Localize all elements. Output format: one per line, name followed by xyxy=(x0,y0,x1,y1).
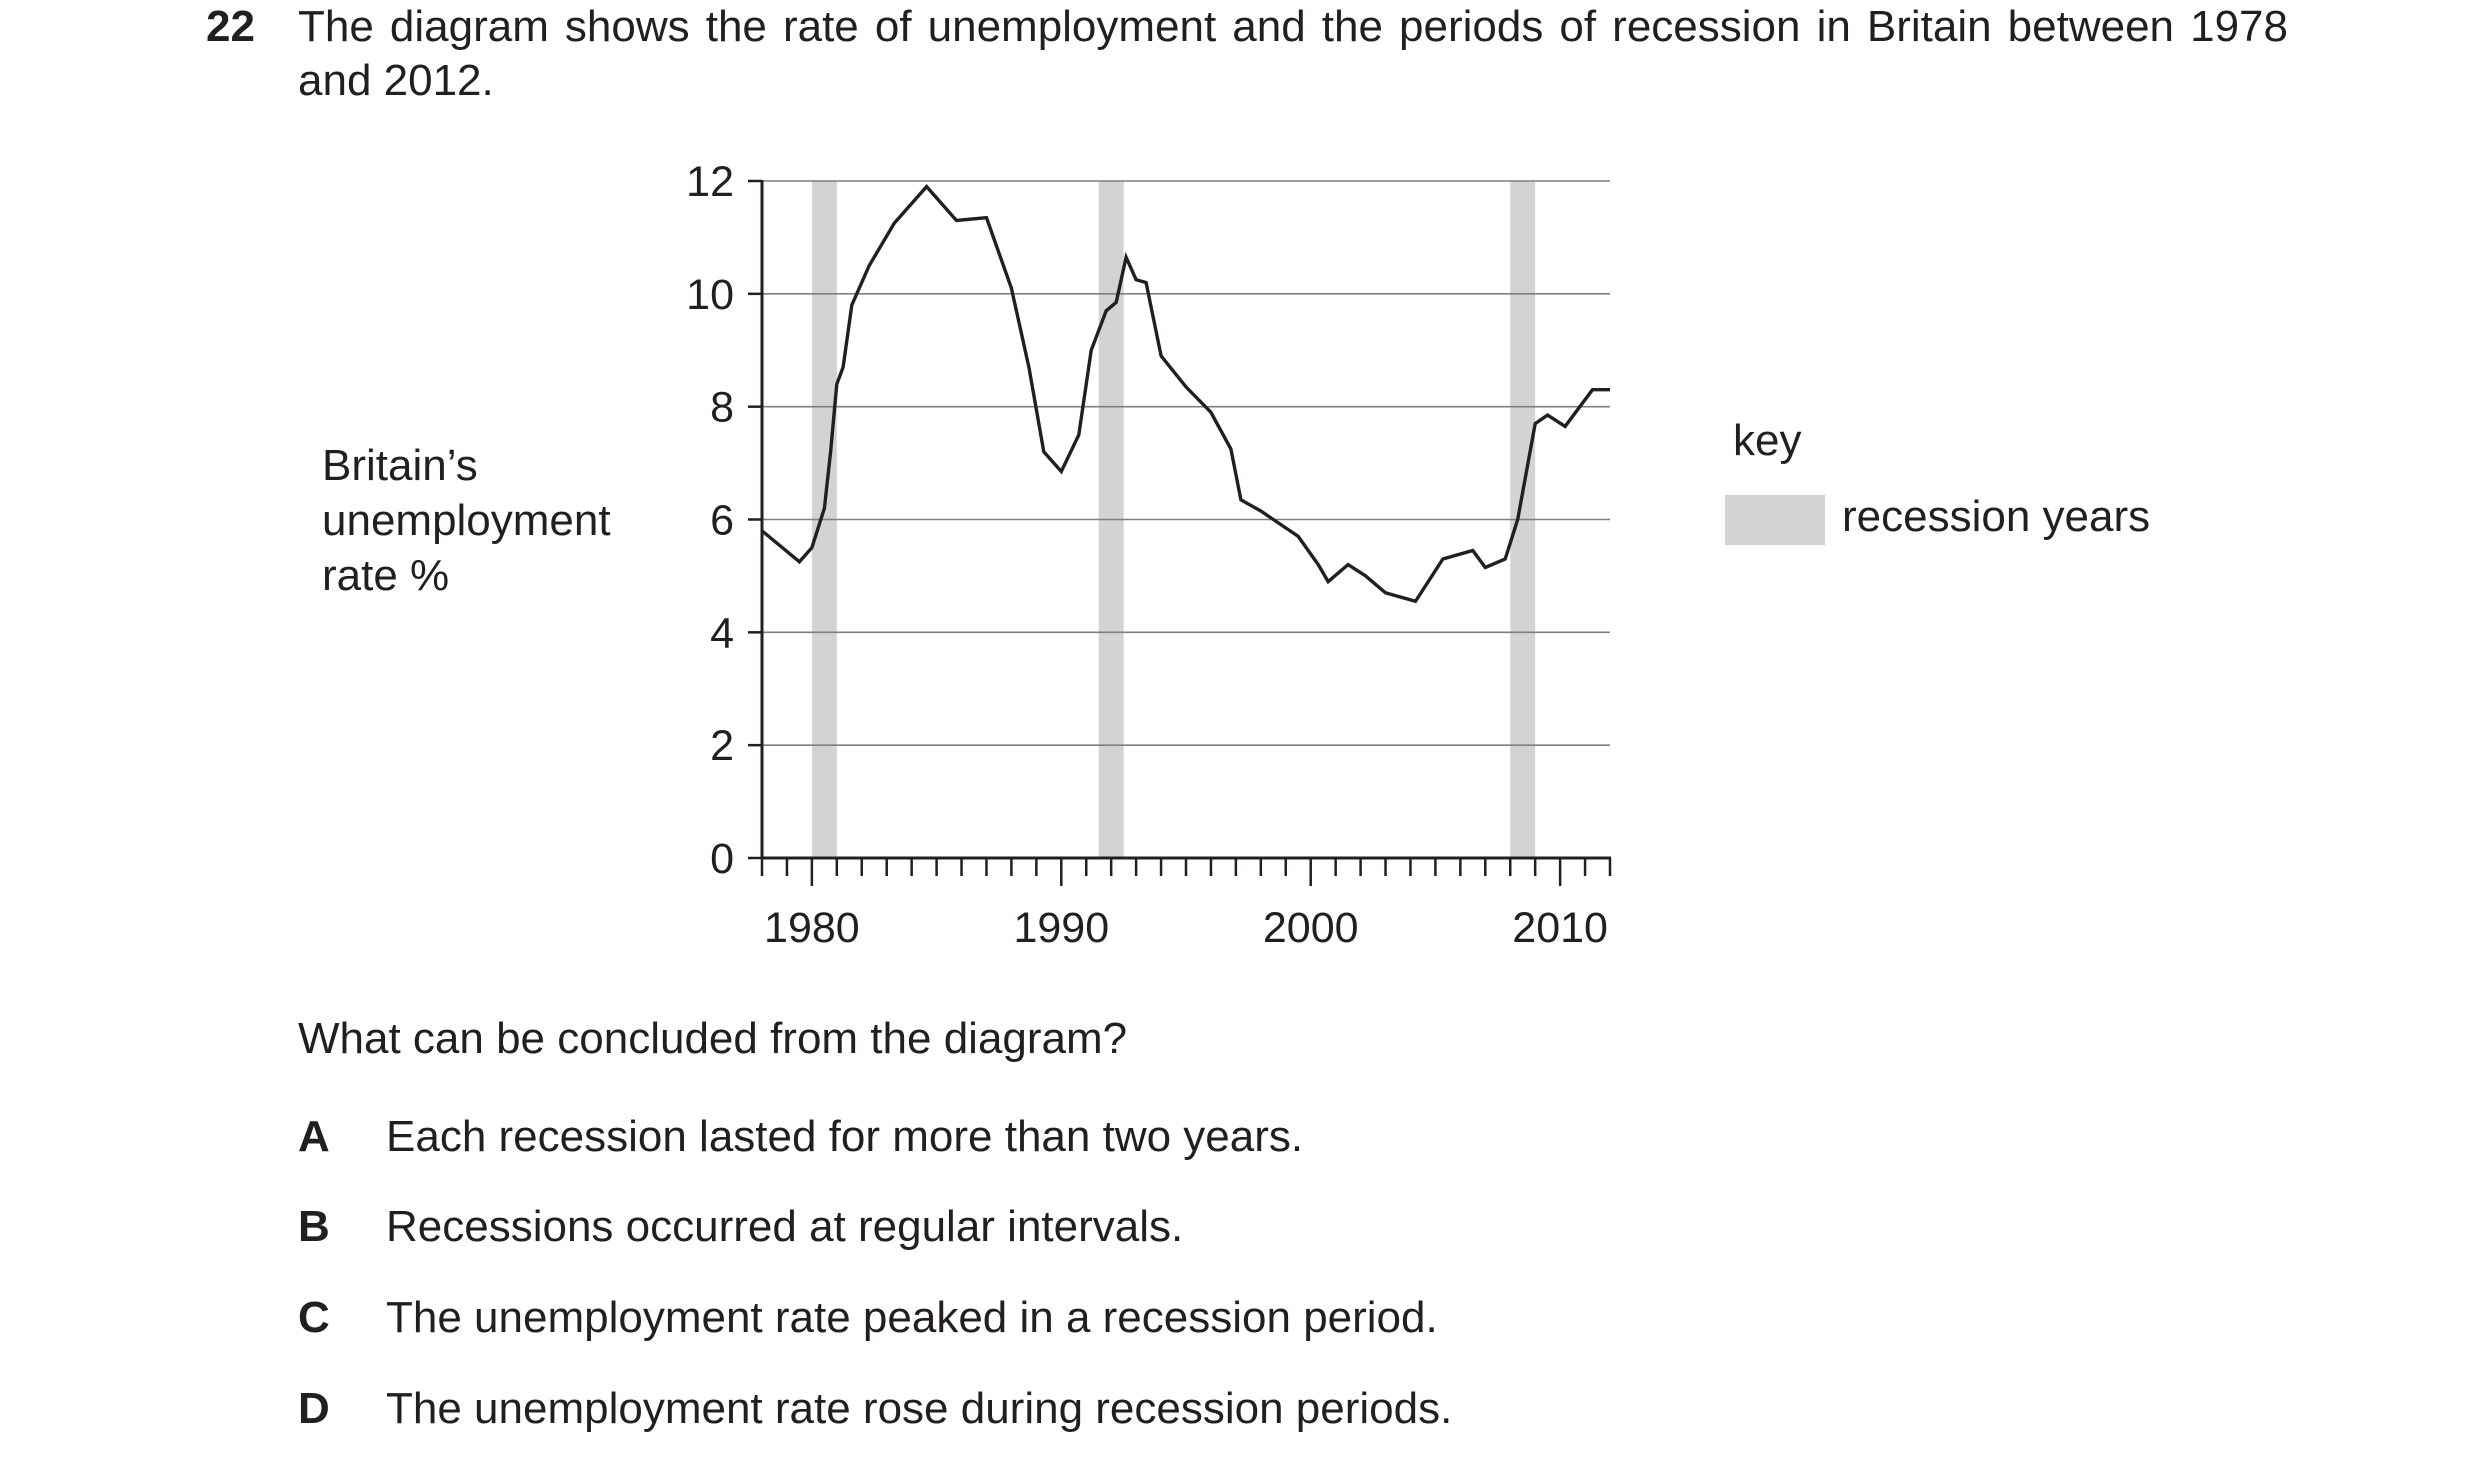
y-tick-label: 10 xyxy=(686,271,734,319)
x-tick-label: 1990 xyxy=(1013,904,1109,952)
axes xyxy=(748,179,1612,886)
unemployment-chart: 0 2 4 6 8 10 12 1980 1990 2000 2010 xyxy=(686,158,1612,952)
option-letter: B xyxy=(298,1202,330,1251)
option-letter: D xyxy=(298,1384,330,1433)
option-text: The unemployment rate peaked in a recess… xyxy=(386,1293,1438,1342)
question-number: 22 xyxy=(206,2,255,51)
key-recession-swatch xyxy=(1725,495,1825,545)
y-tick-label: 2 xyxy=(710,722,734,770)
y-tick-label: 0 xyxy=(710,835,734,883)
y-tick-label: 8 xyxy=(710,384,734,432)
question-prompt: What can be concluded from the diagram? xyxy=(298,1014,1128,1063)
y-tick-label: 12 xyxy=(686,158,734,206)
unemployment-line xyxy=(760,184,1610,604)
option-letter: C xyxy=(298,1293,330,1342)
y-tick-label: 6 xyxy=(710,497,734,545)
x-tick-label: 2000 xyxy=(1263,904,1359,952)
key-title: key xyxy=(1733,416,1802,465)
x-tick-label: 1980 xyxy=(764,904,860,952)
option-text: Recessions occurred at regular intervals… xyxy=(386,1202,1184,1251)
y-axis-label-line: rate % xyxy=(322,551,450,600)
y-axis-label-line: unemployment xyxy=(322,496,611,545)
tick-labels: 0 2 4 6 8 10 12 1980 1990 2000 2010 xyxy=(686,158,1608,952)
y-axis-label-line: Britain’s xyxy=(322,441,478,490)
y-tick-label: 4 xyxy=(710,609,734,657)
option-text: Each recession lasted for more than two … xyxy=(386,1112,1304,1161)
question-stem: The diagram shows the rate of unemployme… xyxy=(298,2,2288,105)
x-tick-label: 2010 xyxy=(1512,904,1608,952)
y-axis-label: Britain’s unemployment rate % xyxy=(322,438,652,603)
gridlines xyxy=(762,180,1610,746)
option-letter: A xyxy=(298,1112,330,1161)
option-text: The unemployment rate rose during recess… xyxy=(386,1384,1453,1433)
series-line-group xyxy=(760,184,1610,604)
key-recession-label: recession years xyxy=(1842,492,2151,541)
